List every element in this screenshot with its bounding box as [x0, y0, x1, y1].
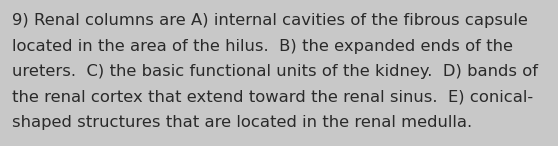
- Text: ureters.  C) the basic functional units of the kidney.  D) bands of: ureters. C) the basic functional units o…: [12, 64, 538, 79]
- Text: located in the area of the hilus.  B) the expanded ends of the: located in the area of the hilus. B) the…: [12, 39, 513, 54]
- Text: shaped structures that are located in the renal medulla.: shaped structures that are located in th…: [12, 115, 473, 130]
- Text: the renal cortex that extend toward the renal sinus.  E) conical-: the renal cortex that extend toward the …: [12, 90, 533, 105]
- Text: 9) Renal columns are A) internal cavities of the fibrous capsule: 9) Renal columns are A) internal cavitie…: [12, 13, 528, 28]
